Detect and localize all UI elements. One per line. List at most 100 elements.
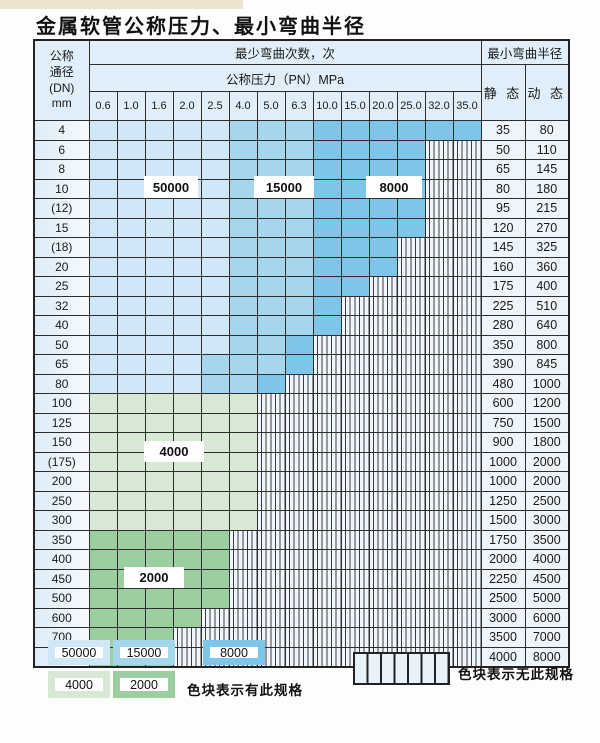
table-row: 125 750 1500 xyxy=(33,412,570,433)
dynamic-radius-value: 180 xyxy=(524,178,570,199)
spec-cell xyxy=(200,432,230,453)
spec-cell xyxy=(340,237,370,258)
dn-header-line4: mm xyxy=(51,96,72,111)
no-spec-cell xyxy=(452,217,482,238)
no-spec-cell xyxy=(312,510,342,531)
no-spec-cell xyxy=(284,412,314,433)
no-spec-cell xyxy=(452,139,482,160)
dn-value: 20 xyxy=(33,256,90,277)
no-spec-cell xyxy=(396,490,426,511)
spec-cell xyxy=(172,295,202,316)
static-radius-value: 2500 xyxy=(480,588,526,609)
no-spec-cell xyxy=(312,393,342,414)
no-spec-cell xyxy=(424,217,454,238)
dn-value: 250 xyxy=(33,490,90,511)
dynamic-column-header: 动 态 xyxy=(524,64,570,121)
dn-value: 8 xyxy=(33,159,90,180)
static-radius-value: 1500 xyxy=(480,510,526,531)
no-spec-cell xyxy=(452,334,482,355)
table-row: 4 35 80 xyxy=(33,120,570,141)
spec-cell xyxy=(284,354,314,375)
pressure-col-header: 6.3 xyxy=(284,91,314,121)
spec-cell xyxy=(200,529,230,550)
table-row: 400 2000 4000 xyxy=(33,549,570,570)
legend-swatch-8000: 8000 xyxy=(203,640,265,665)
spec-cell xyxy=(200,217,230,238)
dynamic-radius-value: 4500 xyxy=(524,568,570,589)
no-spec-cell xyxy=(312,646,342,668)
spec-cell xyxy=(144,471,174,492)
dynamic-radius-value: 7000 xyxy=(524,627,570,648)
spec-cell xyxy=(284,237,314,258)
spec-cell xyxy=(116,393,146,414)
spec-cell xyxy=(88,159,118,180)
dynamic-radius-value: 110 xyxy=(524,139,570,160)
spec-cell xyxy=(312,237,342,258)
no-spec-cell xyxy=(340,295,370,316)
spec-cell xyxy=(200,256,230,277)
spec-cell xyxy=(200,588,230,609)
static-radius-value: 95 xyxy=(480,198,526,219)
table-row: 500 2500 5000 xyxy=(33,588,570,609)
spec-cell xyxy=(284,256,314,277)
spec-table: 公称 通径 (DN) mm 最少弯曲次数，次 最小弯曲半径 公称压力（PN）MP… xyxy=(33,39,570,668)
no-spec-cell xyxy=(312,373,342,394)
dn-value: 350 xyxy=(33,529,90,550)
pressure-col-header: 2.5 xyxy=(200,91,230,121)
pressure-col-header: 1.6 xyxy=(144,91,174,121)
no-spec-cell xyxy=(452,393,482,414)
spec-cell xyxy=(116,295,146,316)
spec-cell xyxy=(116,373,146,394)
pressure-col-header: 32.0 xyxy=(424,91,454,121)
no-spec-cell xyxy=(340,568,370,589)
spec-cell xyxy=(88,354,118,375)
no-spec-cell xyxy=(396,451,426,472)
no-spec-cell xyxy=(340,354,370,375)
spec-cell xyxy=(396,139,426,160)
cycles-label-15000: 15000 xyxy=(254,176,314,198)
spec-cell xyxy=(200,237,230,258)
no-spec-cell xyxy=(452,549,482,570)
no-spec-cell xyxy=(424,198,454,219)
no-spec-cell xyxy=(424,490,454,511)
spec-cell xyxy=(116,471,146,492)
spec-cell xyxy=(116,159,146,180)
no-spec-cell xyxy=(452,373,482,394)
dn-value: 10 xyxy=(33,178,90,199)
static-radius-value: 350 xyxy=(480,334,526,355)
spec-cell xyxy=(312,198,342,219)
spec-cell xyxy=(368,217,398,238)
dn-value: 400 xyxy=(33,549,90,570)
spec-cell xyxy=(144,510,174,531)
dynamic-radius-value: 80 xyxy=(524,120,570,141)
spec-cell xyxy=(144,139,174,160)
no-spec-cell xyxy=(424,588,454,609)
spec-cell xyxy=(88,510,118,531)
no-spec-cell xyxy=(368,568,398,589)
spec-cell xyxy=(88,295,118,316)
no-spec-cell xyxy=(340,315,370,336)
dn-header-line2: 通径 xyxy=(49,64,74,79)
spec-cell xyxy=(228,295,258,316)
dynamic-radius-value: 2000 xyxy=(524,451,570,472)
pressure-col-header: 25.0 xyxy=(396,91,426,121)
no-spec-cell xyxy=(368,276,398,297)
no-spec-cell xyxy=(340,393,370,414)
spec-cell xyxy=(200,510,230,531)
no-spec-cell xyxy=(284,588,314,609)
spec-cell xyxy=(312,295,342,316)
spec-cell xyxy=(88,451,118,472)
no-spec-cell xyxy=(228,529,258,550)
spec-cell xyxy=(172,471,202,492)
no-spec-cell xyxy=(256,607,286,628)
no-spec-cell xyxy=(424,139,454,160)
pressure-col-header: 0.6 xyxy=(88,91,118,121)
no-spec-cell xyxy=(452,412,482,433)
no-spec-cell xyxy=(256,549,286,570)
no-spec-cell xyxy=(340,471,370,492)
spec-cell xyxy=(144,217,174,238)
no-spec-cell xyxy=(452,159,482,180)
spec-cell xyxy=(116,354,146,375)
spec-cell xyxy=(172,510,202,531)
no-spec-cell xyxy=(368,529,398,550)
